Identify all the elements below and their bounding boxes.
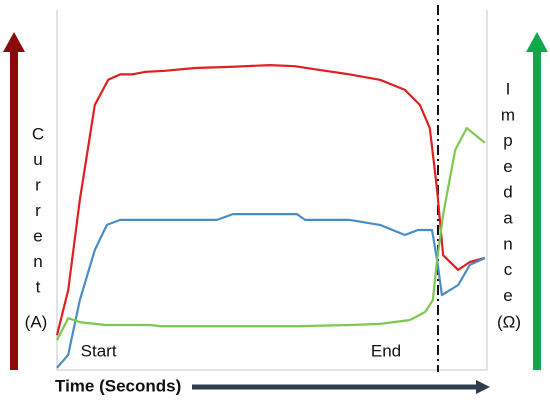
y2-label-letter: c xyxy=(504,260,513,279)
series-line xyxy=(56,213,486,369)
y2-label-letter: n xyxy=(503,234,512,253)
y2-label-letter: m xyxy=(501,105,515,124)
time-arrow-head xyxy=(476,380,490,394)
y2-label-letter: p xyxy=(503,131,512,150)
series-line xyxy=(56,127,486,341)
y2-label-letter: e xyxy=(503,286,512,305)
y-label-letter: r xyxy=(35,201,41,220)
y-unit: (A) xyxy=(25,312,48,331)
y-label-letter: r xyxy=(35,175,41,194)
series-line xyxy=(55,63,486,336)
y2-label-letter: I xyxy=(506,79,511,98)
y2-label-letter: e xyxy=(503,157,512,176)
plot-frame xyxy=(56,10,488,371)
y-label-letter: C xyxy=(32,124,44,143)
annotation: Start xyxy=(81,341,117,360)
x-axis-label: Time (Seconds) xyxy=(55,376,181,395)
y2-unit: (Ω) xyxy=(497,312,521,331)
y2-label-letter: a xyxy=(503,208,513,227)
annotation: End xyxy=(371,341,401,360)
y-label-letter: u xyxy=(33,150,42,169)
y2-label-letter: d xyxy=(503,183,512,202)
y-label-letter: n xyxy=(33,252,42,271)
impedance-arrow-head xyxy=(526,32,548,52)
y-label-letter: e xyxy=(33,226,42,245)
y-label-letter: t xyxy=(36,277,41,296)
current-arrow-head xyxy=(3,32,25,52)
